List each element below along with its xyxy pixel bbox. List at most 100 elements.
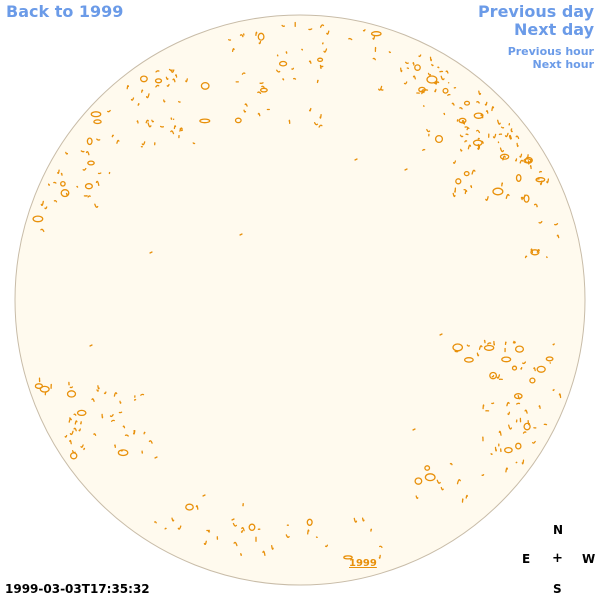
active-region-contour [439,333,443,336]
active-region-contour [40,228,45,233]
active-region-contour [414,64,421,71]
previous-hour-link[interactable]: Previous hour [507,45,594,58]
active-region-contour [87,160,95,166]
active-region-contour [485,110,489,114]
active-region-contour [507,411,511,416]
active-region-contour [243,109,247,113]
active-region-contour [504,132,509,138]
year-link[interactable]: 1999 [349,558,377,569]
active-region-contour [491,106,495,112]
compass-south-label: S [553,582,562,596]
active-region-contour [536,248,540,253]
previous-day-link[interactable]: Previous day [477,2,594,21]
active-region-contour [519,159,524,164]
active-region-contour [87,195,91,198]
next-hour-link[interactable]: Next hour [532,58,595,71]
active-region-contour [353,517,358,523]
active-region-contour [172,78,176,83]
active-region-contour [71,450,76,454]
active-region-contour [492,187,504,196]
active-region-contour [282,78,285,81]
active-region-contour [271,545,274,550]
active-region-contour [476,352,480,357]
active-region-contour [522,361,527,365]
active-region-contour [90,111,102,118]
active-region-contour [323,48,328,53]
active-region-contour [257,112,261,117]
active-region-contour [136,120,139,124]
active-region-contour [412,62,415,66]
active-region-contour [476,101,480,104]
active-region-contour [140,393,145,396]
active-region-contour [512,341,516,344]
active-region-contour [326,30,330,35]
active-region-contour [516,402,521,405]
active-region-contour [456,479,461,485]
active-region-contour [164,527,167,530]
active-region-contour [504,446,513,454]
next-day-link[interactable]: Next day [514,20,594,39]
active-region-contour [501,182,504,187]
active-region-contour [80,421,82,425]
active-region-contour [461,119,466,125]
active-region-contour [85,150,90,156]
active-region-contour [185,503,194,511]
active-region-contour [179,127,183,132]
active-region-contour [60,189,70,198]
active-region-contour [524,409,528,414]
active-region-contour [459,134,464,138]
active-region-contour [434,134,444,144]
active-region-contour [195,505,199,510]
active-region-contour [529,377,536,384]
active-region-contour [414,477,423,485]
active-region-contour [531,440,536,444]
active-region-contour [93,433,97,436]
solar-disk [14,14,586,586]
active-region-contour [145,119,149,124]
active-region-contour [278,60,288,67]
active-region-contour [494,446,498,452]
active-region-contour [483,339,486,344]
active-region-contour [83,447,86,451]
active-region-contour [445,70,449,74]
active-region-contour [276,69,281,73]
active-region-contour [415,495,419,500]
active-region-contour [388,51,392,54]
active-region-contour [400,67,403,73]
active-region-contour [513,393,523,400]
active-region-contour [515,158,518,162]
active-region-contour [281,24,286,27]
active-region-contour [258,40,262,45]
active-region-contour [504,341,507,346]
active-region-contour [530,248,534,254]
active-region-contour [151,119,155,123]
active-region-contour [80,444,84,448]
active-region-contour [57,169,60,175]
back-to-year-link[interactable]: Back to 1999 [6,2,124,21]
active-region-contour [529,165,532,170]
active-region-contour [418,86,426,93]
active-region-contour [97,385,100,390]
active-region-contour [89,344,93,347]
active-region-contour [477,143,481,149]
active-region-contour [179,128,184,132]
active-region-contour [159,125,165,128]
active-region-contour [32,215,44,223]
active-region-contour [171,69,175,73]
active-region-contour [379,545,383,548]
active-region-contour [113,392,118,397]
active-region-contour [500,126,505,129]
active-region-contour [511,365,518,371]
active-region-contour [192,142,196,145]
active-region-contour [76,185,79,188]
active-region-contour [291,67,295,70]
active-region-contour [107,109,111,113]
active-region-contour [173,125,177,130]
active-region-contour [470,185,473,189]
active-region-contour [109,414,114,418]
active-region-contour [316,79,319,84]
active-region-contour [199,118,211,124]
active-region-contour [308,28,313,31]
active-region-contour [317,57,324,63]
